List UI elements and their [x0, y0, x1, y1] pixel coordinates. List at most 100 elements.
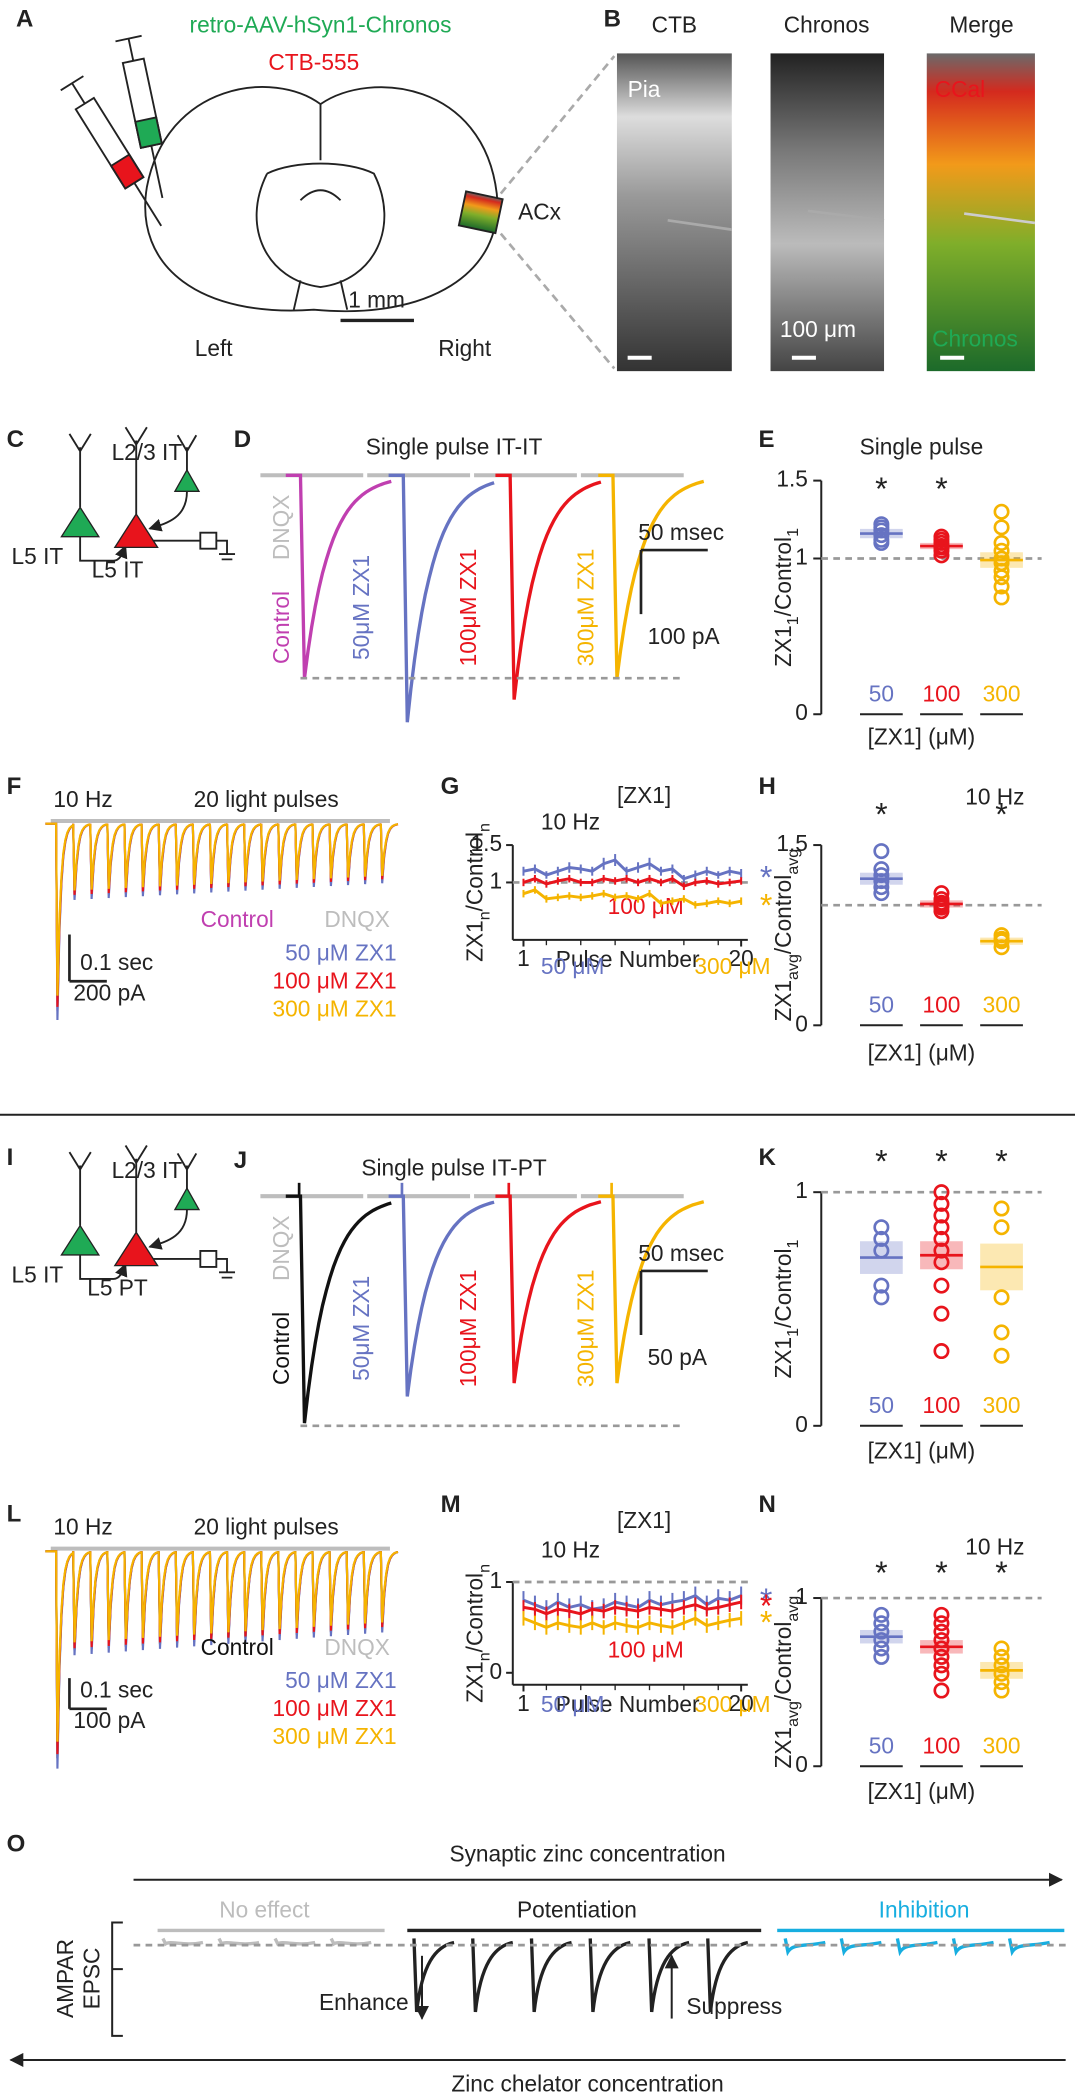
data-point [933, 891, 950, 908]
scale-label: 100 μm [780, 316, 856, 342]
y-axis-label: EPSC [78, 1948, 104, 2010]
y-tick-label: 0 [489, 1658, 502, 1684]
cell-label: L5 PT [87, 1275, 148, 1301]
panel-letter: H [759, 773, 776, 800]
brain-midline [255, 104, 386, 310]
scale-label: 50 msec [638, 519, 724, 545]
neuron-part [68, 1151, 92, 1226]
data-point [993, 1347, 1010, 1364]
label-part: avg [784, 1701, 802, 1727]
annotation: Enhance [319, 1989, 409, 2015]
data-point [993, 1674, 1010, 1691]
data-point [873, 1289, 890, 1306]
condition-label: Control [268, 1312, 294, 1385]
ctb-image [616, 53, 732, 372]
data-point [933, 1184, 950, 1201]
column-label: CTB [652, 12, 697, 38]
panel-letter: E [759, 426, 775, 453]
series-label: 100 μM [608, 1636, 684, 1662]
y-axis-label: ZX11/Control1 [770, 1239, 802, 1378]
chart-title: 10 Hz [965, 783, 1024, 809]
neuron-soma [173, 1186, 201, 1211]
label-part: 1 [784, 1239, 802, 1248]
hemisphere-label: Right [438, 335, 492, 361]
region-label: ACx [518, 199, 562, 225]
label-part: avg [784, 954, 802, 980]
data-point [933, 1230, 950, 1247]
label-part: /Control [462, 1573, 488, 1652]
trace [285, 473, 392, 679]
data-point [933, 1623, 950, 1640]
pipette [667, 218, 732, 231]
x-axis-label: [ZX1] (μM) [868, 1438, 976, 1464]
scale-label: 0.1 sec [80, 949, 153, 975]
group-label: No effect [219, 1897, 310, 1923]
data-point [993, 519, 1010, 536]
x-axis-label: [ZX1] (μM) [868, 1778, 976, 1804]
neuron-part [148, 1209, 188, 1250]
x-tick-label: 20 [729, 945, 754, 971]
data-point [993, 578, 1010, 595]
label-part: 1 [784, 1328, 802, 1337]
significance-star: * [875, 1555, 887, 1591]
neuron-part [68, 433, 92, 508]
brain-outline [144, 86, 499, 313]
data-point [933, 1657, 950, 1674]
chart-title: 10 Hz [541, 809, 600, 835]
epsc-shape [412, 1938, 455, 2013]
data-point [873, 527, 890, 544]
axis-title: Synaptic zinc concentration [449, 1841, 725, 1867]
data-point [993, 550, 1010, 567]
label-part: ZX1 [462, 1661, 488, 1703]
category-label: 100 [923, 681, 961, 707]
data-point [933, 1343, 950, 1360]
panel-title: Single pulse IT-IT [366, 434, 543, 460]
column-label: Merge [949, 12, 1013, 38]
significance-star: * [995, 1555, 1007, 1591]
category-label: 50 [869, 1392, 894, 1418]
x-axis-label: [ZX1] (μM) [868, 1040, 976, 1066]
y-tick-label: 1.5 [776, 466, 808, 492]
panel-letter: G [441, 773, 460, 800]
trace [598, 473, 705, 679]
label-part: ZX1 [770, 625, 796, 667]
label-part: ZX1 [770, 1727, 796, 1769]
condition-label: 100μM ZX1 [455, 549, 481, 667]
trace [598, 1194, 705, 1384]
data-point [873, 1632, 890, 1649]
y-tick-label: 0 [795, 1010, 808, 1036]
category-label: 50 [869, 681, 894, 707]
condition-label: Control [268, 591, 294, 664]
data-point [993, 1200, 1010, 1217]
significance-star: * [760, 887, 772, 923]
neuron-part [124, 1144, 148, 1233]
data-point [993, 1682, 1010, 1699]
data-point [993, 1219, 1010, 1236]
cell-label: L2/3 IT [112, 1157, 183, 1183]
data-point [933, 1242, 950, 1259]
series-line [523, 858, 742, 881]
chart-title: 10 Hz [965, 1534, 1024, 1560]
acx-inset [457, 190, 504, 235]
group-label: Inhibition [879, 1897, 970, 1923]
data-point [873, 516, 890, 533]
label-part: /Control [770, 537, 796, 616]
y-tick-label: 1.5 [776, 830, 808, 856]
bracket [111, 1921, 123, 2037]
significance-star: * [935, 1555, 947, 1591]
merge-image [926, 53, 1035, 372]
data-point [873, 1615, 890, 1632]
pulses-label: 20 light pulses [194, 786, 339, 812]
label-part: /Control [770, 875, 796, 954]
data-point [933, 1305, 950, 1322]
panel-letter: F [7, 773, 22, 800]
y-tick-label: 1 [489, 1567, 502, 1593]
label-part: ZX1 [770, 1337, 796, 1379]
trace [388, 1194, 495, 1397]
syringe-red [60, 75, 163, 227]
annotation: Suppress [686, 1993, 782, 2019]
y-tick-label: 0 [795, 699, 808, 725]
data-point [873, 1230, 890, 1247]
data-point [933, 1615, 950, 1632]
